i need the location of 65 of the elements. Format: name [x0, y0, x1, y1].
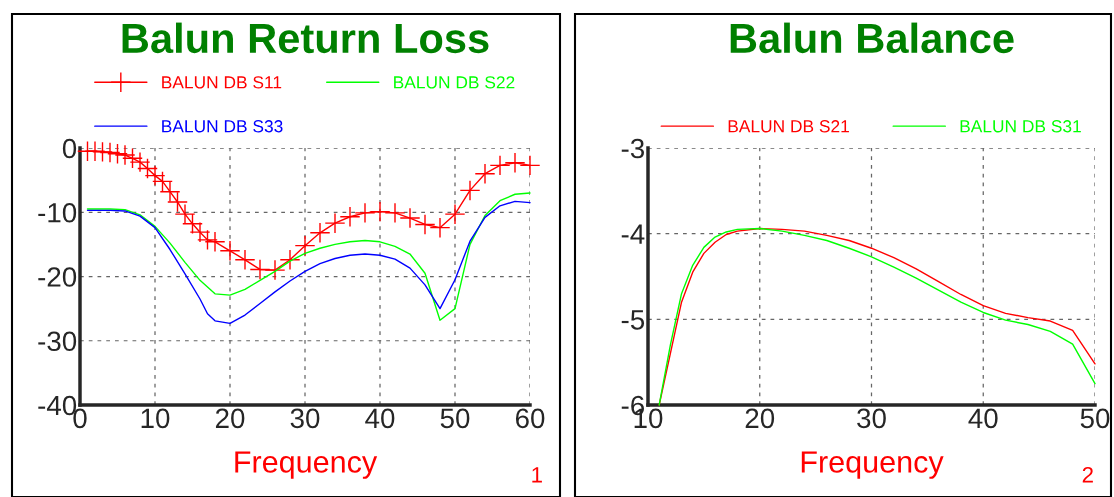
y-tick-label: -20 — [38, 267, 77, 287]
y-tick-label: -4 — [621, 224, 645, 244]
x-tick-label: 20 — [745, 408, 775, 429]
chart-title: Balun Balance — [730, 22, 1014, 54]
point — [204, 231, 226, 253]
y-tick-label: 0 — [62, 138, 77, 159]
point — [264, 259, 286, 281]
chart-title: Balun Return Loss — [122, 22, 489, 54]
point — [384, 202, 406, 224]
point — [167, 191, 188, 213]
x-tick-label: 30 — [290, 408, 320, 429]
y-tick-label: -3 — [621, 138, 644, 159]
x-tick-label: 50 — [1080, 408, 1110, 429]
point — [197, 229, 218, 251]
line-series — [658, 227, 1096, 406]
point — [144, 165, 166, 187]
point — [459, 179, 481, 201]
point — [429, 217, 451, 239]
point — [474, 163, 496, 185]
point — [414, 214, 436, 235]
point — [294, 235, 316, 257]
x-tick-label: 20 — [215, 408, 245, 429]
y-tick-label: -5 — [621, 310, 645, 330]
legend-label: BALUN DB S31 — [960, 120, 1081, 133]
point — [354, 202, 376, 224]
x-tick-label: 30 — [857, 408, 886, 429]
point — [137, 158, 158, 179]
legend-label: BALUN DB S11 — [162, 76, 282, 89]
point — [234, 249, 256, 271]
point — [504, 152, 526, 174]
point — [152, 170, 173, 192]
point — [309, 222, 331, 244]
point — [99, 142, 121, 163]
x-tick-label: 10 — [141, 408, 170, 429]
point — [122, 147, 143, 169]
point — [114, 144, 136, 166]
point — [339, 206, 361, 228]
legend-label: BALUN DB S33 — [162, 120, 283, 133]
point — [159, 181, 181, 203]
x-tick-label: 60 — [515, 408, 545, 429]
legend-label: BALUN DB S22 — [394, 76, 515, 89]
point — [129, 151, 151, 173]
point — [189, 221, 211, 243]
point — [519, 154, 541, 176]
point — [489, 154, 511, 176]
point — [107, 143, 128, 165]
text: 2 — [1082, 466, 1093, 483]
point — [92, 141, 113, 163]
y-tick-label: -30 — [38, 331, 77, 352]
point — [182, 213, 203, 235]
point — [444, 203, 466, 225]
text: 1 — [532, 467, 542, 483]
x-axis-title: Frequency — [801, 451, 944, 479]
point — [324, 212, 346, 234]
x-tick-label: 40 — [968, 408, 998, 429]
x-axis-title: Frequency — [235, 451, 378, 479]
point — [279, 249, 301, 271]
point — [219, 240, 241, 262]
point — [174, 203, 196, 225]
x-tick-label: 50 — [440, 408, 470, 429]
legend-label: BALUN DB S21 — [728, 120, 849, 133]
y-tick-label: -10 — [38, 202, 77, 223]
x-tick-label: 40 — [365, 408, 395, 429]
point — [369, 201, 391, 223]
point — [399, 207, 421, 229]
